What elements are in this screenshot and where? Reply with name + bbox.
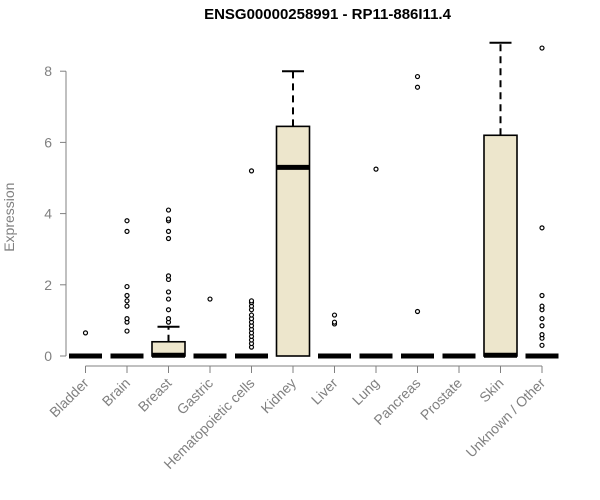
x-tick-label: Skin: [476, 375, 507, 406]
x-tick-label: Unknown / Other: [463, 375, 549, 461]
outlier-point: [539, 225, 545, 231]
y-tick-label: 6: [44, 134, 52, 150]
outlier-point: [165, 296, 172, 302]
outlier-point: [124, 283, 130, 290]
outlier-point: [124, 298, 130, 304]
outlier-point: [124, 292, 130, 299]
outlier-point: [207, 296, 213, 302]
outlier-point: [165, 289, 172, 295]
y-axis-label: Expression: [1, 183, 17, 252]
outlier-point: [124, 328, 130, 334]
outlier-point: [165, 235, 172, 242]
chart-title: ENSG00000258991 - RP11-886I11.4: [204, 6, 451, 23]
outlier-point: [124, 218, 130, 224]
outlier-point: [165, 316, 172, 322]
outlier-point: [165, 228, 172, 234]
box: [483, 134, 518, 357]
outlier-point: [165, 216, 172, 222]
y-tick-label: 0: [44, 348, 52, 364]
outlier-point: [165, 307, 172, 313]
x-tick-label: Kidney: [258, 375, 300, 417]
outlier-point: [373, 166, 379, 172]
outlier-point: [539, 303, 545, 309]
outlier-point: [248, 298, 255, 304]
outlier-point: [124, 303, 130, 309]
outlier-point: [165, 273, 172, 279]
box: [275, 125, 311, 357]
outlier-point: [331, 312, 338, 318]
x-tick-label: Lung: [349, 375, 382, 408]
outlier-point: [82, 330, 89, 336]
outlier-point: [539, 342, 545, 348]
outlier-point: [165, 207, 172, 213]
outlier-point: [539, 316, 545, 322]
x-tick-label: Brain: [99, 375, 133, 409]
y-tick-label: 4: [44, 206, 52, 222]
x-tick-label: Liver: [308, 375, 341, 408]
outlier-point: [414, 73, 421, 80]
outlier-point: [248, 168, 255, 174]
outlier-point: [539, 45, 545, 51]
outlier-point: [124, 228, 130, 234]
x-tick-label: Breast: [135, 375, 175, 415]
outlier-point: [539, 323, 545, 329]
outlier-point: [331, 319, 338, 325]
x-tick-label: Prostate: [417, 375, 465, 423]
y-tick-label: 8: [44, 63, 52, 79]
x-tick-label: Bladder: [46, 375, 92, 421]
outlier-point: [539, 292, 545, 299]
outlier-point: [414, 84, 421, 90]
outlier-point: [248, 312, 255, 318]
outlier-point: [414, 308, 421, 315]
outlier-point: [124, 316, 130, 322]
y-tick-label: 2: [44, 277, 52, 293]
outlier-point: [539, 332, 545, 338]
